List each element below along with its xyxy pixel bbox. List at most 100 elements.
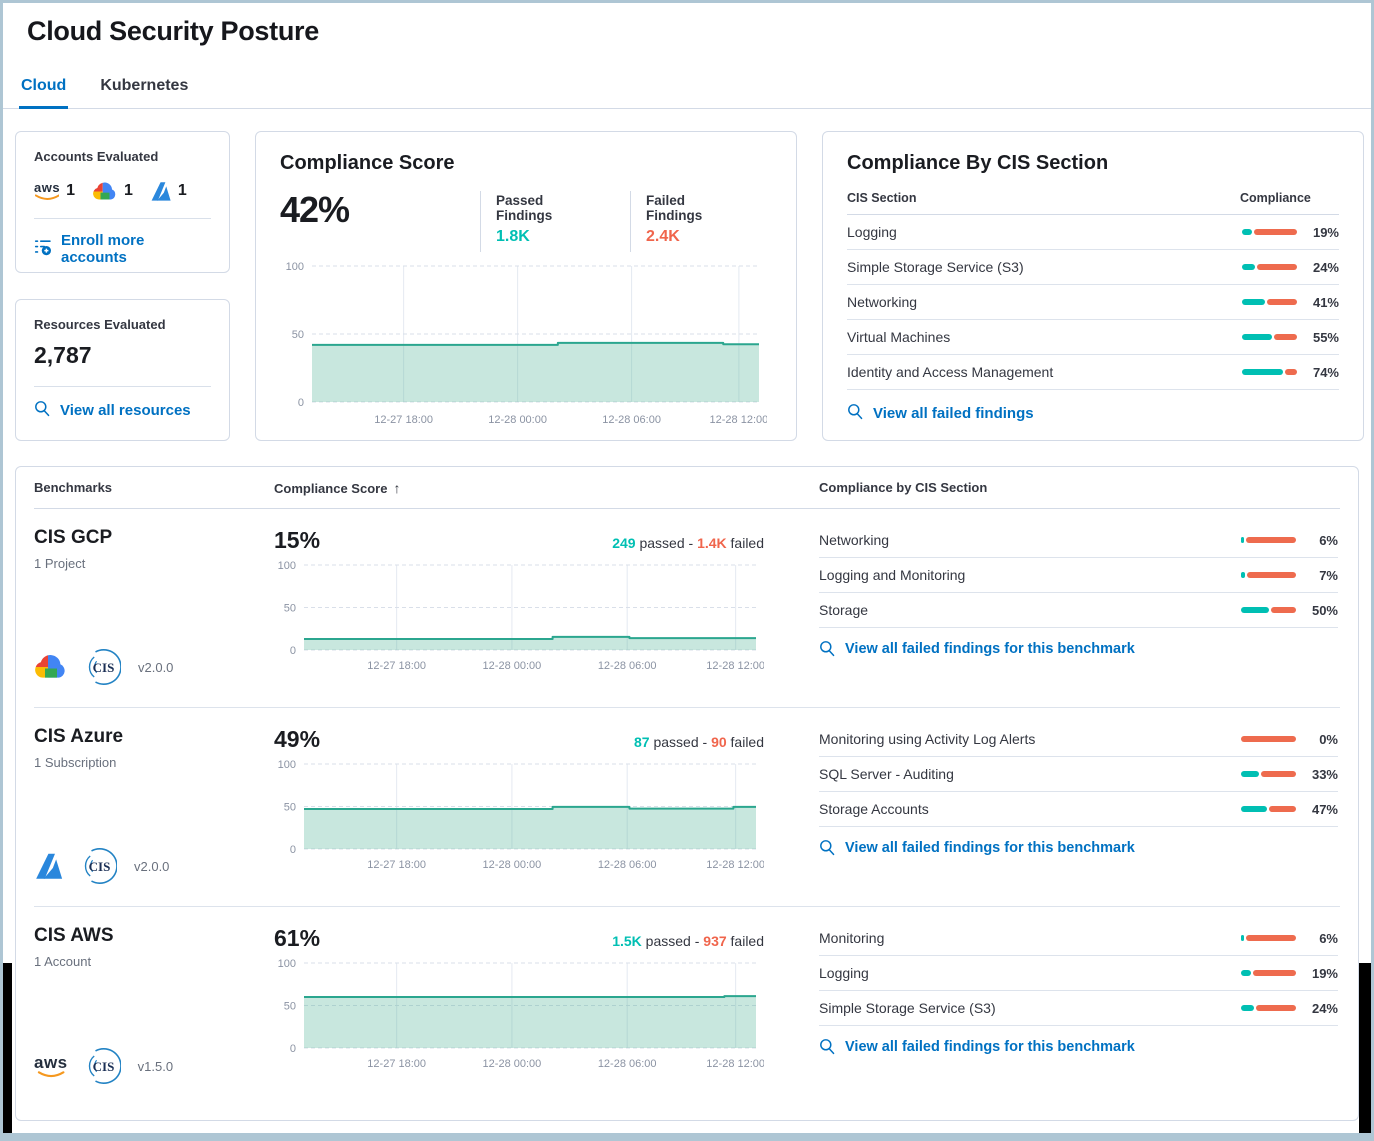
svg-text:50: 50 <box>284 603 296 615</box>
divider <box>34 218 211 219</box>
svg-text:12-27 18:00: 12-27 18:00 <box>367 1058 426 1070</box>
azure-account: 1 <box>150 181 187 202</box>
benchmark-name: CIS GCP <box>34 527 113 548</box>
compliance-by-cis-section-title: Compliance By CIS Section <box>847 152 1109 174</box>
svg-text:12-27 18:00: 12-27 18:00 <box>367 660 426 672</box>
cis-section-name: Storage <box>819 602 869 618</box>
compliance-score-column-header[interactable]: Compliance Score ↑ <box>274 479 401 496</box>
list-add-icon <box>34 238 52 260</box>
tab-cloud[interactable]: Cloud <box>19 67 69 109</box>
compliance-bar <box>1241 537 1296 543</box>
passed-failed-summary: 1.5K passed - 937 failed <box>612 933 764 949</box>
tab-kubernetes-label: Kubernetes <box>100 77 189 94</box>
passed-failed-summary: 87 passed - 90 failed <box>634 734 764 750</box>
view-all-resources-link[interactable]: View all resources <box>34 400 211 421</box>
benchmark-trend-chart: 12-27 18:00 12-28 00:00 12-28 06:00 12-28 1… <box>278 759 764 871</box>
benchmark-score: 15% <box>274 527 321 553</box>
benchmark-name: CIS AWS <box>34 925 114 946</box>
aws-account: aws 1 <box>34 181 75 201</box>
compliance-column-header: Compliance <box>1240 191 1311 205</box>
svg-text:12-28 00:00: 12-28 00:00 <box>488 414 547 426</box>
compliance-percent: 55% <box>1312 329 1339 345</box>
view-benchmark-failed-findings-link[interactable]: View all failed findings for this benchm… <box>819 640 1338 657</box>
cis-section-name: Logging <box>847 224 897 240</box>
compliance-percent: 6% <box>1319 930 1338 946</box>
cis-logo-icon: CIS <box>88 649 121 685</box>
compliance-score-card: Compliance Score 42% Passed Findings 1.8… <box>255 131 797 441</box>
svg-text:CIS: CIS <box>93 660 115 675</box>
svg-text:0: 0 <box>298 397 304 409</box>
gcp-icon <box>35 655 65 678</box>
view-benchmark-failed-findings-link[interactable]: View all failed findings for this benchm… <box>819 839 1338 856</box>
view-all-failed-findings-link[interactable]: View all failed findings <box>847 403 1339 424</box>
compliance-score-value: 42% <box>280 189 350 230</box>
search-icon <box>847 403 864 424</box>
benchmark-trend-chart: 12-27 18:00 12-28 00:00 12-28 06:00 12-28 1… <box>278 958 764 1070</box>
benchmark-version: v2.0.0 <box>134 858 170 874</box>
cis-section-column-header: CIS Section <box>847 191 917 205</box>
compliance-percent: 33% <box>1311 766 1338 782</box>
benchmark-score: 61% <box>274 925 321 951</box>
failed-findings-label: Failed Findings <box>646 193 703 223</box>
svg-text:100: 100 <box>278 759 296 771</box>
tab-bar: Cloud Kubernetes <box>3 67 1371 109</box>
cis-section-row: Logging 19% <box>819 956 1338 991</box>
cis-section-row: Identity and Access Management 74% <box>847 355 1339 390</box>
svg-text:100: 100 <box>278 560 296 572</box>
dashboard-content: Accounts Evaluated aws 1 1 1 Enroll more… <box>3 109 1371 1121</box>
svg-text:0: 0 <box>290 844 296 856</box>
screen-artifact-left <box>3 963 12 1135</box>
screen-artifact-right <box>1359 963 1371 1135</box>
svg-text:12-28 06:00: 12-28 06:00 <box>598 859 657 871</box>
compliance-percent: 50% <box>1311 602 1338 618</box>
benchmark-row: CIS Azure 1 Subscription CIS v2.0.0 49% 8… <box>34 708 1340 907</box>
cis-section-row: SQL Server - Auditing 33% <box>819 757 1338 792</box>
azure-icon <box>36 853 63 879</box>
cis-section-row: Logging and Monitoring 7% <box>819 558 1338 593</box>
compliance-bar <box>1242 264 1297 270</box>
compliance-bar <box>1242 299 1297 305</box>
cis-section-name: Networking <box>847 294 918 310</box>
compliance-percent: 0% <box>1319 731 1338 747</box>
gcp-account-count: 1 <box>123 182 133 199</box>
cis-section-row: Networking 6% <box>819 523 1338 558</box>
page-title: Cloud Security Posture <box>27 16 319 46</box>
enroll-more-accounts-link[interactable]: Enroll more accounts <box>34 232 211 266</box>
resources-evaluated-count: 2,787 <box>34 342 92 368</box>
resources-evaluated-card: Resources Evaluated 2,787 View all resou… <box>15 299 230 441</box>
compliance-percent: 24% <box>1311 1000 1338 1016</box>
svg-text:12-28 06:00: 12-28 06:00 <box>598 1058 657 1070</box>
benchmarks-column-header: Benchmarks <box>34 480 113 495</box>
compliance-percent: 74% <box>1312 364 1339 380</box>
cis-section-row: Virtual Machines 55% <box>847 320 1339 355</box>
benchmark-scope: 1 Subscription <box>34 755 117 770</box>
compliance-bar <box>1241 572 1296 578</box>
compliance-percent: 6% <box>1319 532 1338 548</box>
svg-text:12-28 00:00: 12-28 00:00 <box>483 660 542 672</box>
benchmark-rows: CIS GCP 1 Project CIS v2.0.0 15% 249 pass… <box>34 509 1340 1106</box>
failed-findings-stat: Failed Findings 2.4K <box>630 191 772 252</box>
enroll-more-accounts-label: Enroll more accounts <box>61 232 145 266</box>
aws-account-count: 1 <box>66 182 75 199</box>
cis-section-name: Monitoring <box>819 930 885 946</box>
tab-kubernetes[interactable]: Kubernetes <box>98 67 190 108</box>
cis-logo-icon: CIS <box>84 848 117 884</box>
cis-section-rows: Logging 19% Simple Storage Service (S3) … <box>847 215 1339 390</box>
cis-section-row: Networking 41% <box>847 285 1339 320</box>
cis-section-name: Logging and Monitoring <box>819 567 966 583</box>
search-icon <box>34 400 51 421</box>
divider <box>34 386 211 387</box>
cis-section-name: Networking <box>819 532 890 548</box>
cis-section-name: Simple Storage Service (S3) <box>819 1000 996 1016</box>
benchmark-version: v2.0.0 <box>138 659 174 675</box>
compliance-by-cis-section-card: Compliance By CIS Section CIS Section Co… <box>822 131 1364 441</box>
window-bottom-bar <box>0 1133 1374 1141</box>
view-benchmark-failed-findings-link[interactable]: View all failed findings for this benchm… <box>819 1038 1338 1055</box>
passed-findings-stat: Passed Findings 1.8K <box>480 191 630 252</box>
cis-section-name: Simple Storage Service (S3) <box>847 259 1024 275</box>
svg-text:CIS: CIS <box>89 859 111 874</box>
svg-text:50: 50 <box>292 329 304 341</box>
compliance-bar <box>1241 607 1296 613</box>
svg-text:0: 0 <box>290 645 296 657</box>
benchmarks-table-card: Benchmarks Compliance Score ↑ Compliance … <box>15 466 1359 1121</box>
